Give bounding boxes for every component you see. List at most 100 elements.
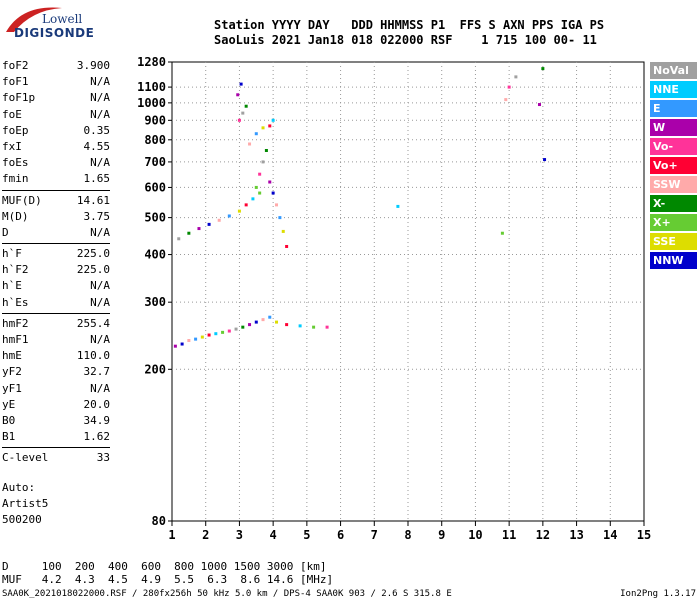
param-row-yf1: yF1 N/A	[2, 381, 110, 397]
y-tick-label: 1100	[137, 80, 166, 94]
auto-software: Artist5	[2, 497, 49, 510]
param-value: 1.65	[83, 172, 111, 186]
param-value: N/A	[90, 75, 110, 89]
param-label: foE	[2, 107, 22, 121]
echo-point	[177, 237, 181, 241]
param-row-foep: foEp 0.35	[2, 123, 110, 139]
param-row-fmin: fmin 1.65	[2, 171, 110, 187]
x-tick-label: 15	[637, 528, 651, 542]
param-value: 4.55	[83, 139, 111, 153]
param-row-yf2: yF2 32.7	[2, 364, 110, 380]
param-divider	[2, 189, 110, 191]
legend-item-vo: Vo-	[650, 138, 697, 155]
x-tick-label: 14	[603, 528, 617, 542]
echo-point	[207, 222, 211, 226]
autoscaling-info: Auto: Artist5 500200	[2, 480, 48, 528]
param-row-hes: h`Es N/A	[2, 295, 110, 311]
echo-point	[268, 315, 272, 319]
param-value: 225.0	[76, 247, 110, 261]
y-tick-label: 700	[144, 155, 166, 169]
y-tick-label: 1000	[137, 96, 166, 110]
auto-version: 500200	[2, 513, 42, 526]
y-tick-label: 900	[144, 113, 166, 127]
y-tick-label: 800	[144, 133, 166, 147]
echo-point	[244, 203, 248, 207]
echo-point	[234, 327, 238, 331]
param-label: h`E	[2, 279, 22, 293]
legend-item-vo: Vo+	[650, 157, 697, 174]
echo-point	[264, 148, 268, 152]
x-tick-label: 7	[371, 528, 378, 542]
file-info-footer: SAA0K_2021018022000.RSF / 280fx256h 50 k…	[2, 589, 452, 599]
software-version: Ion2Png 1.3.17	[620, 589, 696, 599]
echo-point	[258, 191, 262, 195]
param-value: 0.35	[83, 123, 111, 137]
echo-point	[278, 216, 282, 220]
param-row-fof1: foF1 N/A	[2, 74, 110, 90]
param-label: hmF1	[2, 333, 29, 346]
legend-item-ssw: SSW	[650, 176, 697, 193]
y-tick-label: 80	[152, 514, 166, 528]
param-label: fmin	[2, 172, 29, 186]
param-value: 34.9	[83, 413, 111, 427]
param-row-b0: B0 34.9	[2, 413, 110, 429]
param-label: MUF(D)	[2, 193, 42, 207]
station-header: Station YYYY DAY DDD HHMMSS P1 FFS S AXN…	[214, 18, 604, 48]
param-divider	[2, 312, 110, 314]
echo-point	[187, 339, 191, 343]
param-row-b1: B1 1.62	[2, 429, 110, 445]
param-label: B0	[2, 413, 16, 427]
echo-point	[227, 214, 231, 218]
echo-point	[254, 132, 258, 136]
param-value: N/A	[90, 295, 110, 309]
echo-point	[285, 244, 289, 248]
x-tick-label: 13	[569, 528, 583, 542]
y-tick-label: 1280	[137, 55, 166, 69]
echo-point	[275, 203, 279, 207]
param-label: hmE	[2, 349, 22, 363]
param-value: 3.75	[83, 209, 111, 223]
echo-point	[537, 103, 541, 107]
param-label: yF1	[2, 381, 22, 395]
echo-point	[268, 124, 272, 128]
x-tick-label: 4	[270, 528, 277, 542]
param-row-he: h`E N/A	[2, 278, 110, 294]
param-value: 20.0	[83, 397, 111, 411]
param-label: foF1	[2, 75, 29, 89]
x-tick-label: 1	[168, 528, 175, 542]
param-value: 1.62	[83, 430, 111, 444]
echo-point	[504, 98, 508, 102]
x-tick-label: 8	[404, 528, 411, 542]
echo-point	[248, 323, 252, 327]
param-row-hf: h`F 225.0	[2, 246, 110, 262]
echo-point	[248, 142, 252, 146]
param-value: N/A	[90, 381, 110, 395]
echo-point	[237, 118, 241, 122]
echo-point	[197, 227, 201, 231]
param-label: h`F	[2, 247, 22, 261]
echo-point	[241, 325, 245, 329]
param-value: N/A	[90, 279, 110, 293]
echo-point	[268, 180, 272, 184]
header-labels: Station YYYY DAY DDD HHMMSS P1 FFS S AXN…	[214, 18, 605, 32]
echo-point	[236, 93, 240, 97]
auto-label: Auto:	[2, 481, 36, 494]
echo-point	[543, 158, 547, 162]
param-value: N/A	[90, 333, 110, 346]
param-row-d: D N/A	[2, 225, 110, 241]
muf-values: MUF 4.2 4.3 4.5 4.9 5.5 6.3 8.6 14.6 [MH…	[2, 573, 334, 586]
param-value: N/A	[90, 107, 110, 121]
param-value: 3.900	[76, 59, 110, 72]
echo-point	[312, 325, 316, 329]
echo-point	[261, 160, 265, 164]
x-tick-label: 5	[303, 528, 310, 542]
echo-point	[258, 172, 262, 176]
legend-item-w: W	[650, 119, 697, 136]
param-label: foEs	[2, 156, 29, 170]
param-value: N/A	[90, 91, 110, 105]
y-tick-label: 300	[144, 295, 166, 309]
echo-point	[227, 329, 231, 333]
param-row-hmf2: hmF2 255.4	[2, 316, 110, 332]
param-row-ye: yE 20.0	[2, 397, 110, 413]
echo-point	[541, 67, 545, 71]
